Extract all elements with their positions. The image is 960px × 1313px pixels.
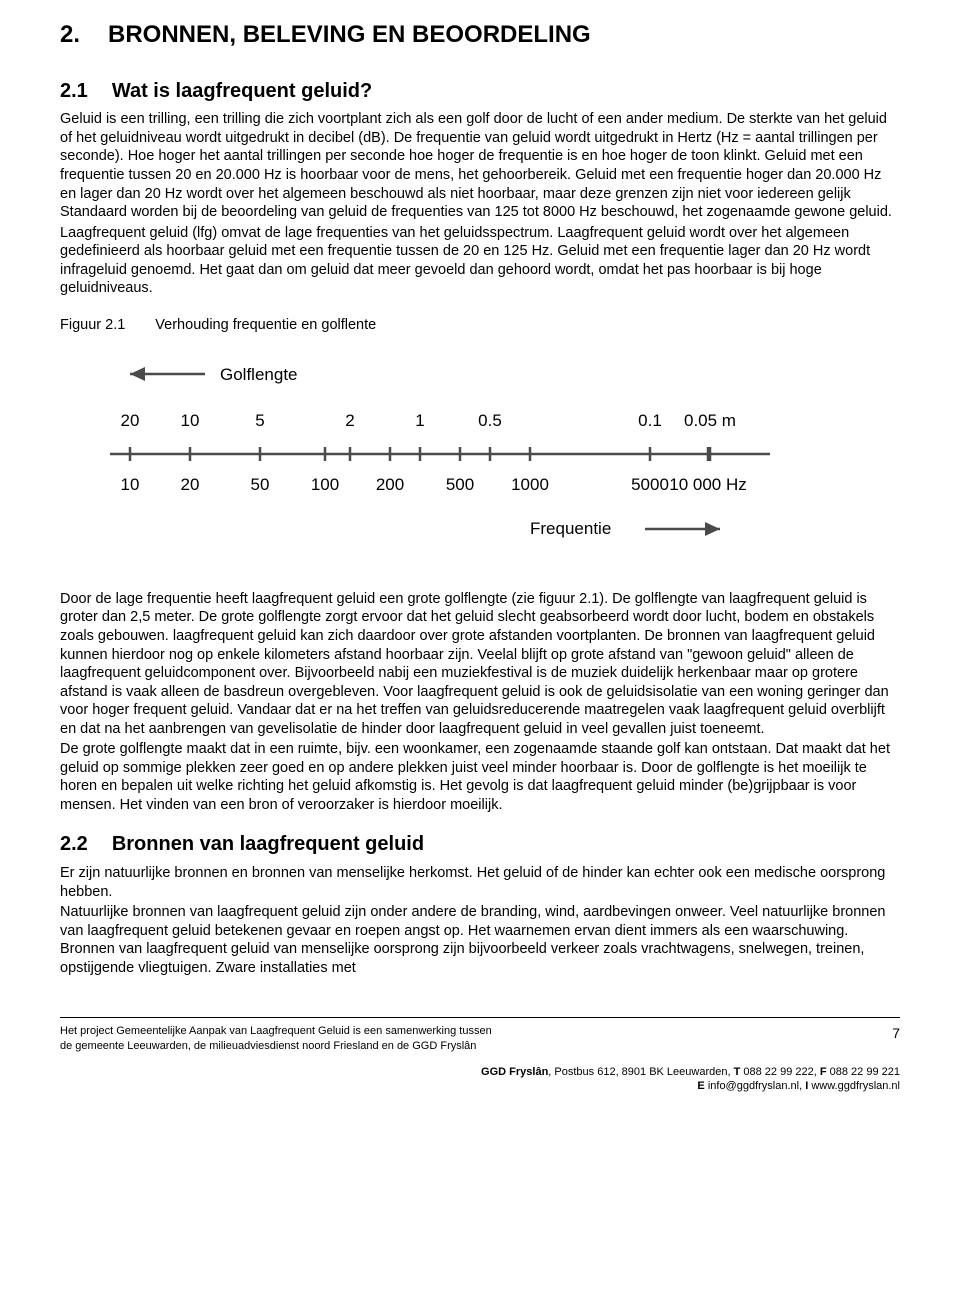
frequency-tick-label: 100 — [311, 475, 339, 494]
frequency-tick-label: 10 — [121, 475, 140, 494]
section-2-1-heading: 2.1 Wat is laagfrequent geluid? — [60, 79, 900, 105]
section-title: Wat is laagfrequent geluid? — [112, 80, 372, 102]
figure-2-1: Golflengte 20 10 5 2 1 0.5 0.1 0.05 m 10 20 50 100… — [90, 354, 900, 560]
wavelength-tick-label: 0.1 — [638, 411, 662, 430]
footer-line-1: Het project Gemeentelijke Aanpak van Laa… — [60, 1025, 492, 1037]
figure-caption: Figuur 2.1 Verhouding frequentie en golfl… — [60, 316, 900, 335]
section-2-2-para-2: Natuurlijke bronnen van laagfrequent gel… — [60, 903, 900, 977]
section-title: Bronnen van laagfrequent geluid — [112, 833, 424, 855]
frequency-tick-label: 5000 — [631, 475, 669, 494]
frequency-tick-label: 200 — [376, 475, 404, 494]
section-2-1-para-1: Geluid is een trilling, een trilling die… — [60, 110, 900, 221]
section-2-1-para-4: De grote golflengte maakt dat in een rui… — [60, 740, 900, 814]
frequency-tick-label: 1000 — [511, 475, 549, 494]
frequency-tick-label: 50 — [251, 475, 270, 494]
wavelength-tick-label: 20 — [121, 411, 140, 430]
top-scale-labels: 20 10 5 2 1 0.5 0.1 0.05 m — [121, 411, 736, 430]
section-2-1-para-3: Door de lage frequentie heeft laagfreque… — [60, 590, 900, 738]
wavelength-tick-label: 5 — [255, 411, 264, 430]
frequentie-label: Frequentie — [530, 519, 611, 538]
frequency-tick-label: 10 000 Hz — [669, 475, 747, 494]
golflengte-label: Golflengte — [220, 365, 298, 384]
footer-contact: GGD Fryslân, Postbus 612, 8901 BK Leeuwa… — [60, 1065, 900, 1094]
footer-org-name: GGD Fryslân — [481, 1066, 548, 1078]
figure-caption-text: Verhouding frequentie en golflente — [155, 317, 376, 333]
section-2-2-heading: 2.2 Bronnen van laagfrequent geluid — [60, 832, 900, 858]
golflengte-arrow-group: Golflengte — [130, 365, 298, 384]
wavelength-tick-label: 0.05 m — [684, 411, 736, 430]
page-footer: Het project Gemeentelijke Aanpak van Laa… — [60, 1017, 900, 1093]
footer-project-info: Het project Gemeentelijke Aanpak van Laa… — [60, 1024, 648, 1053]
wavelength-tick-label: 2 — [345, 411, 354, 430]
wavelength-tick-label: 0.5 — [478, 411, 502, 430]
bottom-scale-labels: 10 20 50 100 200 500 1000 500010 000 Hz — [121, 475, 747, 494]
frequency-tick-label: 20 — [181, 475, 200, 494]
page-number: 7 — [892, 1024, 900, 1042]
figure-number: Figuur 2.1 — [60, 316, 125, 335]
section-2-2-para-1: Er zijn natuurlijke bronnen en bronnen v… — [60, 864, 900, 901]
frequentie-arrow-group: Frequentie — [530, 519, 720, 538]
frequency-wavelength-diagram: Golflengte 20 10 5 2 1 0.5 0.1 0.05 m 10 20 50 100… — [90, 354, 790, 554]
chapter-heading: 2. BRONNEN, BELEVING EN BEOORDELING — [60, 20, 900, 51]
chapter-number: 2. — [60, 20, 80, 51]
section-2-1-para-2: Laagfrequent geluid (lfg) omvat de lage … — [60, 224, 900, 298]
footer-line-2: de gemeente Leeuwarden, de milieuadviesd… — [60, 1040, 476, 1052]
section-number: 2.1 — [60, 79, 88, 105]
frequency-tick-label: 500 — [446, 475, 474, 494]
chapter-title: BRONNEN, BELEVING EN BEOORDELING — [108, 21, 591, 48]
wavelength-tick-label: 1 — [415, 411, 424, 430]
section-number: 2.2 — [60, 832, 88, 858]
wavelength-tick-label: 10 — [181, 411, 200, 430]
